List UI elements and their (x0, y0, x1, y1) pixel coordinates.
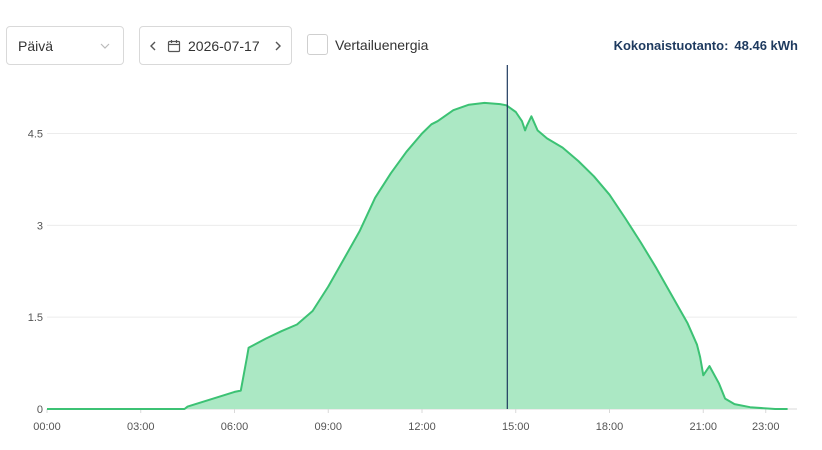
total-production-value: 48.46 kWh (734, 38, 798, 53)
chevron-right-icon[interactable] (273, 39, 283, 53)
date-picker: 2026-07-17 (139, 26, 292, 65)
x-tick-label: 09:00 (314, 421, 342, 433)
x-tick-label: 00:00 (33, 421, 61, 433)
date-value[interactable]: 2026-07-17 (188, 38, 260, 54)
production-line (47, 101, 788, 410)
compare-energy-checkbox[interactable] (307, 34, 328, 55)
x-tick-label: 23:00 (752, 421, 780, 433)
x-tick-label: 12:00 (408, 421, 436, 433)
x-tick-label: 15:00 (502, 421, 530, 433)
period-select[interactable]: Päivä (6, 26, 124, 65)
calendar-icon (167, 40, 181, 53)
chevron-left-icon[interactable] (148, 39, 158, 53)
production-area (47, 102, 788, 410)
total-production-label: Kokonaistuotanto: (613, 38, 729, 53)
y-tick-label: 3 (37, 220, 43, 232)
x-tick-label: 03:00 (127, 421, 155, 433)
x-tick-label: 18:00 (596, 421, 624, 433)
y-tick-label: 4.5 (28, 128, 43, 140)
compare-energy-label: Vertailuenergia (335, 37, 429, 53)
total-production: Kokonaistuotanto: 48.46 kWh (614, 38, 798, 53)
x-tick-label: 06:00 (221, 421, 249, 433)
chevron-down-icon (100, 43, 110, 49)
x-tick-label: 21:00 (689, 421, 717, 433)
y-tick-label: 0 (37, 404, 43, 416)
period-select-value: Päivä (18, 38, 54, 54)
y-tick-label: 1.5 (28, 312, 43, 324)
production-chart: 0 1.5 3 4.5 00:00 03:00 06:00 09:00 12:00 15:00 18… (28, 65, 797, 433)
toolbar: Päivä 2026-07-17 Vertailuenergia Kokonai… (0, 0, 822, 70)
